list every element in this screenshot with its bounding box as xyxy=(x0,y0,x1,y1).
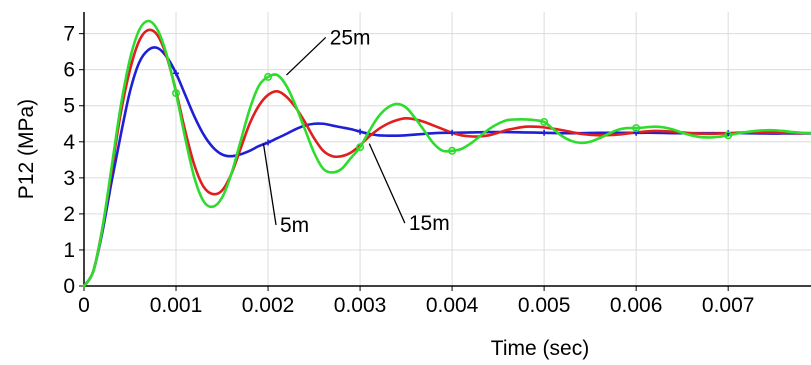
marker-25m xyxy=(448,146,457,155)
y-axis-title: P12 (MPa) xyxy=(15,99,38,199)
x-tick-label: 0.003 xyxy=(334,294,387,317)
marker-5m xyxy=(449,129,456,136)
grid-lines xyxy=(84,12,811,286)
series-line-25m xyxy=(82,19,811,288)
y-tick-label: 7 xyxy=(63,23,75,46)
annotation-leader-25m xyxy=(286,36,327,76)
y-tick-label: 2 xyxy=(63,203,75,226)
series-markers xyxy=(172,70,733,155)
marker-5m xyxy=(173,70,180,77)
marker-25m xyxy=(724,131,733,140)
series-line-15m xyxy=(82,28,811,288)
y-tick-label: 4 xyxy=(63,131,75,154)
tick-labels: 0 0.001 0.002 0.003 0.004 0.005 0.006 0.007 0 1 2 3… xyxy=(63,23,754,317)
annotation-label-5m: 5m xyxy=(280,214,309,237)
x-axis-title: Time (sec) xyxy=(491,337,589,360)
axes xyxy=(83,12,811,287)
marker-25m xyxy=(356,143,365,152)
x-tick-label: 0.002 xyxy=(242,294,295,317)
y-tick-label: 0 xyxy=(63,275,75,298)
y-tick-label: 6 xyxy=(63,59,75,82)
marker-25m xyxy=(264,72,273,81)
x-tick-label: 0.007 xyxy=(702,294,755,317)
marker-5m xyxy=(265,139,272,146)
x-tick-label: 0 xyxy=(78,294,90,317)
x-tick-label: 0.004 xyxy=(426,294,479,317)
y-tick-label: 5 xyxy=(63,95,75,118)
marker-25m xyxy=(632,124,641,133)
marker-25m xyxy=(540,117,549,126)
y-tick-label: 1 xyxy=(63,239,75,262)
annotation-leader-15m xyxy=(368,143,406,224)
annotations: 25m 5m 15m xyxy=(262,26,450,237)
annotation-label-15m: 15m xyxy=(409,212,450,235)
x-tick-label: 0.001 xyxy=(150,294,203,317)
marker-25m xyxy=(172,89,181,98)
y-tick-label: 3 xyxy=(63,167,75,190)
x-tick-label: 0.006 xyxy=(610,294,663,317)
x-tick-label: 0.005 xyxy=(518,294,571,317)
marker-5m xyxy=(357,128,364,135)
annotation-label-25m: 25m xyxy=(330,26,371,49)
marker-5m xyxy=(541,129,548,136)
annotation-leader-5m xyxy=(262,143,277,226)
series-lines xyxy=(82,19,811,288)
